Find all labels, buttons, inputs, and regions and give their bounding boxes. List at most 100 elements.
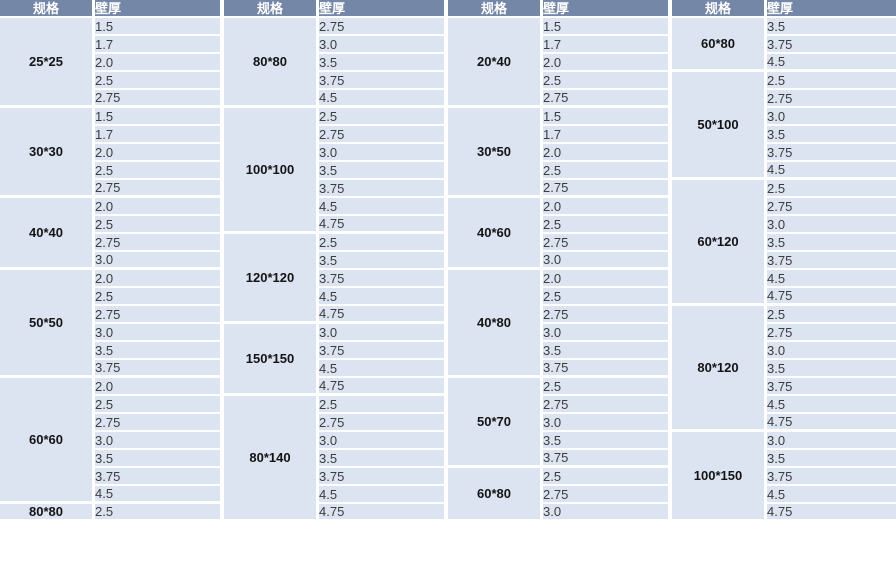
table-row: 3.0 (448, 504, 672, 522)
thickness-cell: 2.0 (95, 378, 224, 396)
thickness-cell: 3.0 (767, 432, 896, 450)
table-row: 3.0 (672, 216, 896, 234)
thickness-cell: 2.75 (543, 396, 672, 414)
spec-cell: 60*80 (672, 18, 767, 72)
table-row: 60*120 2.5 (672, 180, 896, 306)
table-row: 80*80 2.75 (224, 18, 448, 108)
thickness-cell: 4.5 (95, 486, 224, 504)
thickness-cell: 3.75 (767, 36, 896, 54)
table-row: 4.75 (672, 288, 896, 306)
table-row: 1.7 (448, 36, 672, 54)
spec-cell: 80*140 (224, 396, 319, 522)
thickness-cell: 2.5 (319, 396, 448, 414)
thickness-cell: 3.5 (95, 450, 224, 468)
table-row: 2.75 (224, 126, 448, 144)
thickness-cell: 2.5 (95, 504, 224, 522)
table-row: 40*60 2.0 (448, 198, 672, 270)
table-row: 30*50 1.5 (448, 108, 672, 198)
spec-cell: 40*80 (448, 270, 543, 378)
thickness-cell: 4.75 (319, 504, 448, 522)
table-row: 4.75 (224, 378, 448, 396)
table-row: 3.5 (224, 54, 448, 72)
table-row: 30*30 1.5 (0, 108, 224, 198)
table-row: 3.75 (448, 450, 672, 468)
table-row: 2.5 (0, 216, 224, 234)
table-row: 3.0 (224, 36, 448, 54)
header-row: 规格 壁厚 (0, 0, 224, 18)
table-row: 4.5 (224, 360, 448, 378)
table-row: 2.75 (448, 180, 672, 198)
thickness-cell: 3.0 (543, 252, 672, 270)
table-row: 4.5 (224, 486, 448, 504)
table-row: 2.75 (224, 414, 448, 432)
thickness-column-header: 壁厚 (767, 0, 896, 18)
thickness-cell: 2.5 (95, 162, 224, 180)
spec-cell: 60*60 (0, 378, 95, 504)
table-row: 3.0 (448, 252, 672, 270)
table-row: 3.0 (224, 432, 448, 450)
table-row: 3.5 (224, 252, 448, 270)
thickness-cell: 3.0 (95, 432, 224, 450)
spec-cell: 80*80 (224, 18, 319, 108)
thickness-cell: 3.0 (543, 414, 672, 432)
thickness-cell: 2.75 (319, 18, 448, 36)
thickness-cell: 4.75 (319, 306, 448, 324)
table-row: 4.75 (224, 306, 448, 324)
table-row: 2.75 (448, 486, 672, 504)
table-row: 3.0 (448, 414, 672, 432)
thickness-cell: 2.5 (95, 72, 224, 90)
thickness-cell: 2.75 (767, 90, 896, 108)
thickness-cell: 2.5 (95, 396, 224, 414)
table-row: 40*40 2.0 (0, 198, 224, 270)
table-row: 2.5 (448, 288, 672, 306)
table-row: 3.5 (672, 126, 896, 144)
table-row: 3.5 (672, 234, 896, 252)
table-row: 4.5 (672, 270, 896, 288)
table-row: 3.0 (448, 324, 672, 342)
table-row: 40*80 2.0 (448, 270, 672, 378)
table-row: 1.7 (448, 126, 672, 144)
thickness-cell: 2.75 (543, 234, 672, 252)
table-row: 20*40 1.5 (448, 18, 672, 108)
thickness-cell: 3.5 (767, 234, 896, 252)
thickness-cell: 2.5 (543, 288, 672, 306)
table-row: 100*100 2.5 (224, 108, 448, 234)
table-row: 50*50 2.0 (0, 270, 224, 378)
thickness-cell: 3.75 (543, 450, 672, 468)
spec-cell: 100*150 (672, 432, 767, 522)
header-row: 规格 壁厚 (448, 0, 672, 18)
thickness-cell: 3.75 (319, 342, 448, 360)
table-row: 3.75 (672, 36, 896, 54)
table-row: 3.75 (0, 360, 224, 378)
thickness-cell: 3.0 (319, 144, 448, 162)
spec-column-header: 规格 (672, 0, 767, 18)
thickness-cell: 2.75 (319, 414, 448, 432)
thickness-cell: 4.5 (767, 486, 896, 504)
thickness-cell: 3.75 (95, 468, 224, 486)
table-row: 2.75 (672, 198, 896, 216)
table-row: 25*25 1.5 (0, 18, 224, 108)
table-row: 3.5 (448, 432, 672, 450)
thickness-cell: 2.5 (95, 216, 224, 234)
thickness-cell: 2.75 (95, 90, 224, 108)
table-row: 60*80 3.5 (672, 18, 896, 72)
thickness-cell: 2.5 (767, 72, 896, 90)
spec-cell: 40*60 (448, 198, 543, 270)
thickness-cell: 4.5 (767, 162, 896, 180)
thickness-cell: 3.75 (767, 144, 896, 162)
thickness-cell: 2.5 (767, 180, 896, 198)
thickness-cell: 4.75 (319, 378, 448, 396)
thickness-cell: 2.75 (319, 126, 448, 144)
thickness-cell: 3.5 (543, 432, 672, 450)
table-row: 150*150 3.0 (224, 324, 448, 396)
thickness-cell: 2.75 (543, 180, 672, 198)
table-row: 2.75 (448, 396, 672, 414)
spec-cell: 50*100 (672, 72, 767, 180)
table-row: 2.75 (672, 90, 896, 108)
spec-cell: 100*100 (224, 108, 319, 234)
spec-column-header: 规格 (224, 0, 319, 18)
thickness-cell: 2.5 (767, 306, 896, 324)
thickness-cell: 3.75 (767, 468, 896, 486)
thickness-cell: 3.75 (319, 180, 448, 198)
thickness-cell: 2.0 (543, 198, 672, 216)
